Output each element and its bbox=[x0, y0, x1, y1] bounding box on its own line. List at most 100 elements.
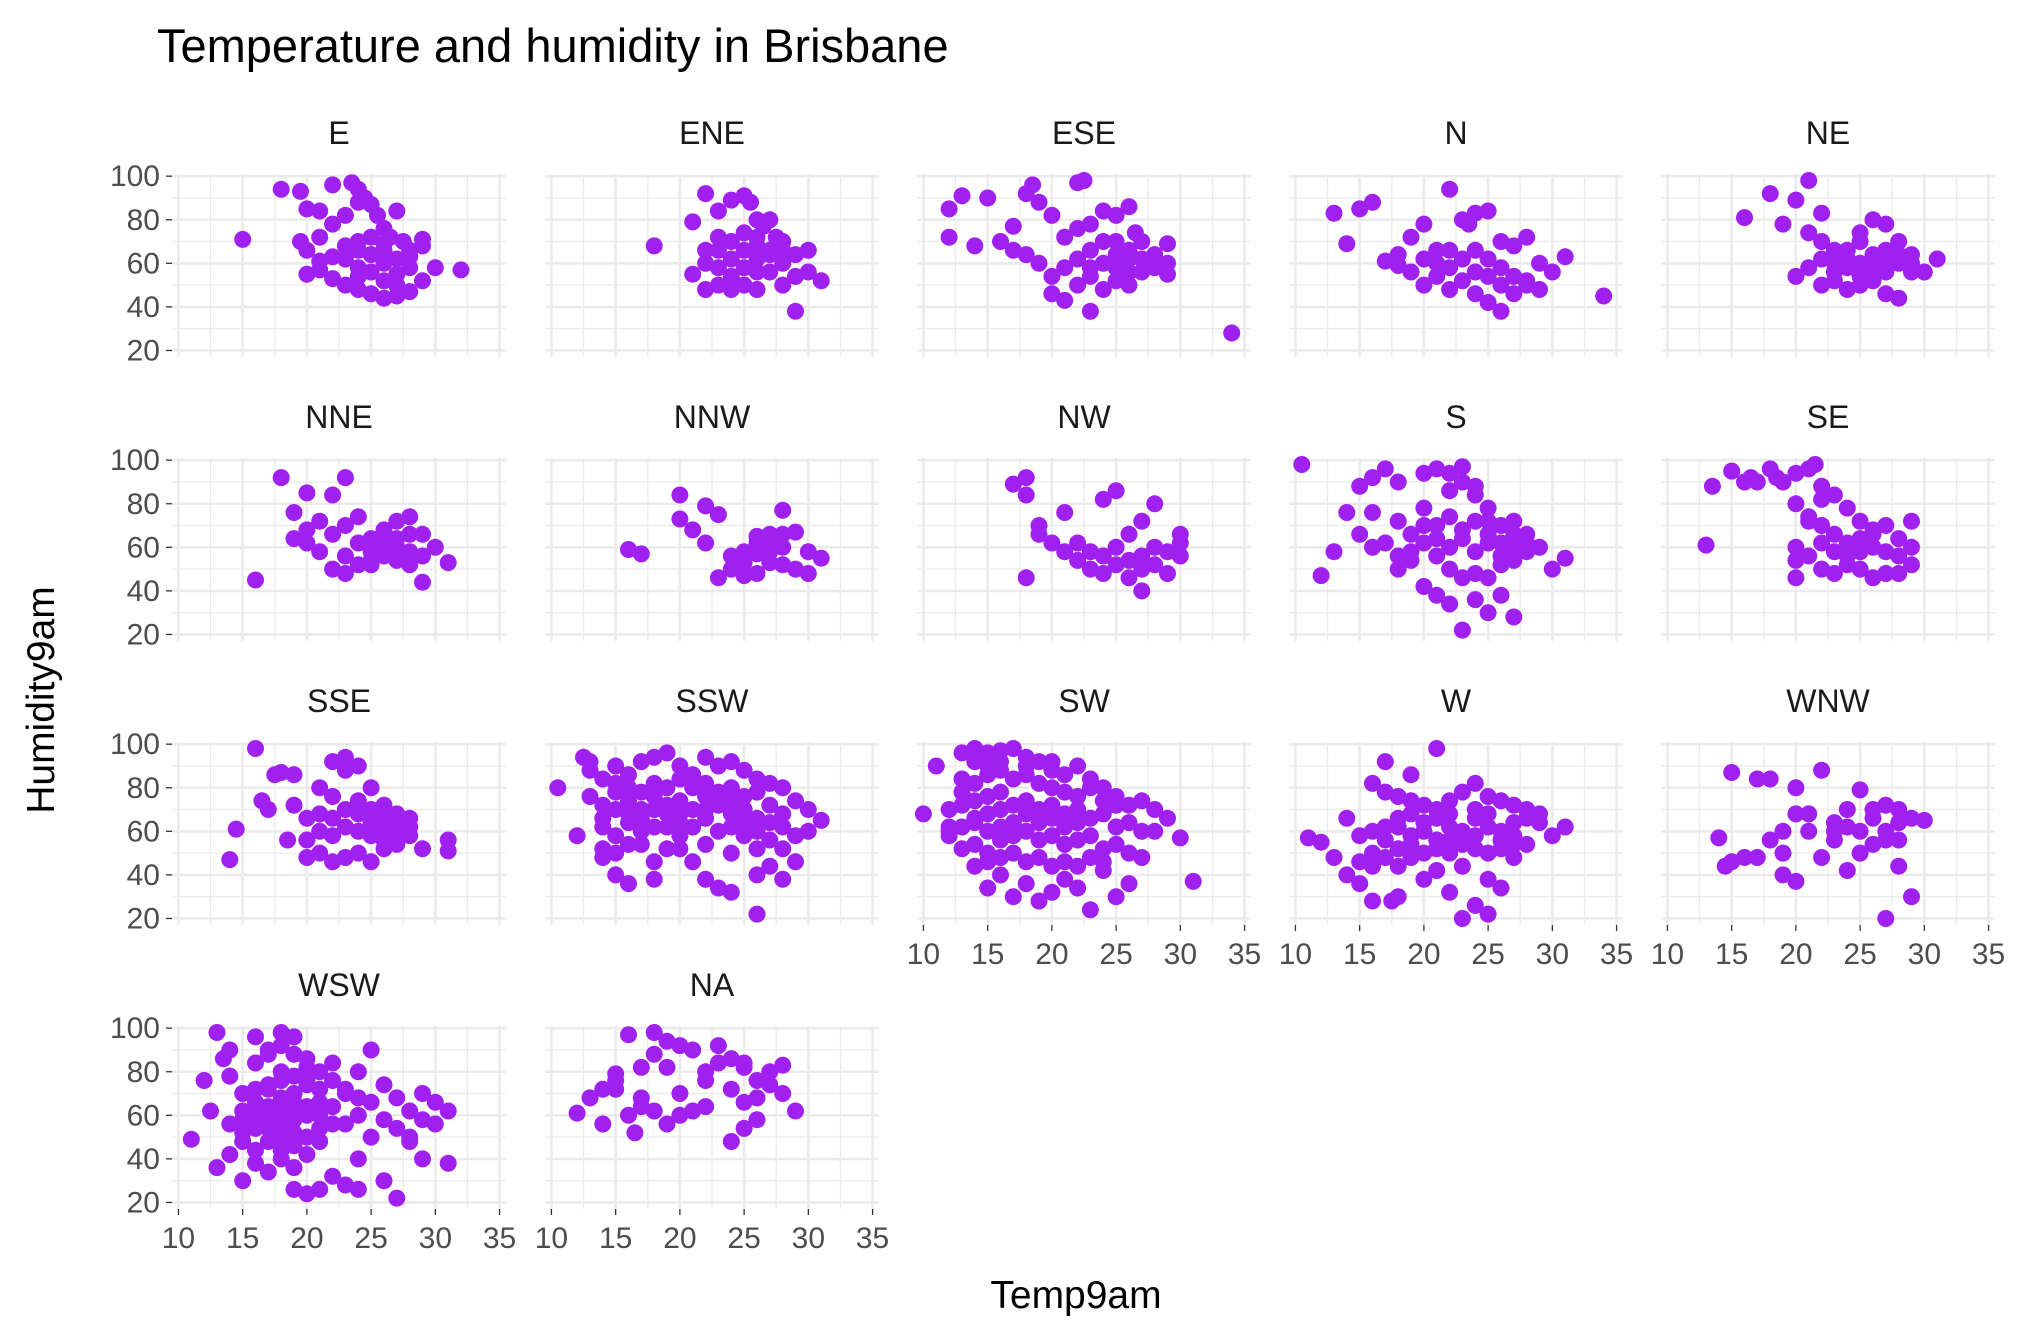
data-point bbox=[722, 250, 740, 268]
data-point bbox=[799, 801, 817, 818]
data-point bbox=[285, 1045, 303, 1063]
y-tick-label: 20 bbox=[127, 1186, 160, 1219]
data-point bbox=[336, 849, 354, 866]
data-point bbox=[1505, 814, 1523, 832]
data-point bbox=[439, 554, 457, 572]
data-point bbox=[748, 840, 766, 858]
data-point bbox=[324, 560, 342, 578]
data-point bbox=[1107, 556, 1125, 574]
data-point bbox=[1787, 805, 1805, 823]
data-point bbox=[1518, 525, 1536, 543]
data-point bbox=[1531, 281, 1548, 298]
data-point bbox=[645, 853, 663, 871]
data-point bbox=[607, 801, 625, 818]
data-point bbox=[401, 525, 419, 543]
data-point bbox=[1120, 241, 1138, 259]
x-tick-label: 15 bbox=[226, 1222, 259, 1255]
data-point bbox=[1094, 565, 1112, 582]
data-point bbox=[953, 818, 971, 836]
data-point bbox=[1376, 818, 1394, 836]
data-point bbox=[259, 801, 277, 818]
data-point bbox=[1838, 534, 1856, 552]
data-point bbox=[1877, 831, 1895, 849]
data-point bbox=[1171, 829, 1189, 847]
data-point bbox=[375, 543, 393, 561]
data-point bbox=[645, 774, 663, 792]
data-point bbox=[1428, 809, 1446, 827]
data-point bbox=[1864, 835, 1882, 853]
data-point bbox=[953, 744, 971, 762]
data-point bbox=[1081, 302, 1099, 320]
data-point bbox=[349, 281, 367, 298]
data-point bbox=[1043, 827, 1061, 845]
data-point bbox=[1903, 254, 1920, 272]
data-point bbox=[1030, 892, 1048, 910]
data-point bbox=[1505, 267, 1523, 285]
x-tick-label: 15 bbox=[1715, 938, 1748, 971]
data-point bbox=[1389, 473, 1407, 491]
data-point bbox=[272, 1037, 290, 1055]
data-point bbox=[336, 237, 354, 255]
data-point bbox=[812, 811, 830, 829]
data-point bbox=[1479, 512, 1497, 530]
data-point bbox=[979, 744, 997, 762]
data-point bbox=[1069, 801, 1087, 818]
y-tick-label: 20 bbox=[127, 902, 160, 935]
data-point bbox=[375, 272, 393, 290]
data-point bbox=[1389, 788, 1407, 805]
data-point bbox=[362, 1041, 380, 1059]
data-point bbox=[787, 560, 804, 578]
data-point bbox=[1825, 543, 1843, 561]
data-point bbox=[774, 525, 792, 543]
data-point bbox=[1518, 809, 1536, 827]
data-point bbox=[1299, 829, 1317, 847]
data-point bbox=[401, 1102, 419, 1120]
data-point bbox=[1004, 844, 1022, 862]
data-point bbox=[697, 281, 715, 298]
data-point bbox=[774, 818, 792, 836]
data-point bbox=[1146, 801, 1164, 818]
data-point bbox=[1351, 875, 1369, 893]
y-tick-label: 80 bbox=[127, 1056, 160, 1089]
data-point bbox=[1364, 892, 1381, 910]
data-point bbox=[324, 788, 342, 805]
data-point bbox=[1825, 486, 1843, 504]
data-point bbox=[298, 200, 316, 218]
data-point bbox=[1479, 818, 1497, 836]
data-point bbox=[1030, 193, 1048, 211]
data-point bbox=[966, 792, 984, 810]
facet-strip-label: SSW bbox=[676, 683, 750, 719]
data-point bbox=[336, 517, 354, 534]
x-tick-label: 30 bbox=[1536, 938, 1569, 971]
data-point bbox=[414, 1111, 431, 1129]
x-axis-title: Temp9am bbox=[990, 1274, 1161, 1317]
data-point bbox=[684, 1102, 702, 1120]
y-axis-title: Humidity9am bbox=[20, 586, 63, 814]
data-point bbox=[966, 753, 984, 771]
data-point bbox=[671, 827, 689, 845]
data-point bbox=[336, 547, 354, 565]
x-tick-label: 15 bbox=[971, 938, 1004, 971]
data-point bbox=[1004, 740, 1022, 757]
data-point bbox=[620, 1026, 637, 1044]
data-point bbox=[1813, 233, 1831, 250]
data-point bbox=[1364, 857, 1381, 875]
data-point bbox=[1890, 547, 1908, 565]
data-point bbox=[748, 281, 766, 298]
data-point bbox=[1479, 499, 1497, 517]
data-point bbox=[1415, 215, 1433, 233]
data-point bbox=[697, 1072, 715, 1089]
data-point bbox=[1723, 462, 1741, 480]
data-point bbox=[1556, 818, 1574, 836]
data-point bbox=[1107, 818, 1125, 836]
data-point bbox=[375, 254, 393, 272]
data-point bbox=[1402, 835, 1420, 853]
data-point bbox=[311, 1119, 329, 1137]
data-point bbox=[748, 250, 766, 268]
data-point bbox=[549, 779, 567, 797]
data-point bbox=[1492, 831, 1510, 849]
data-point bbox=[247, 1080, 264, 1098]
data-point bbox=[940, 200, 958, 218]
data-point bbox=[1069, 276, 1087, 294]
data-point bbox=[349, 241, 367, 259]
